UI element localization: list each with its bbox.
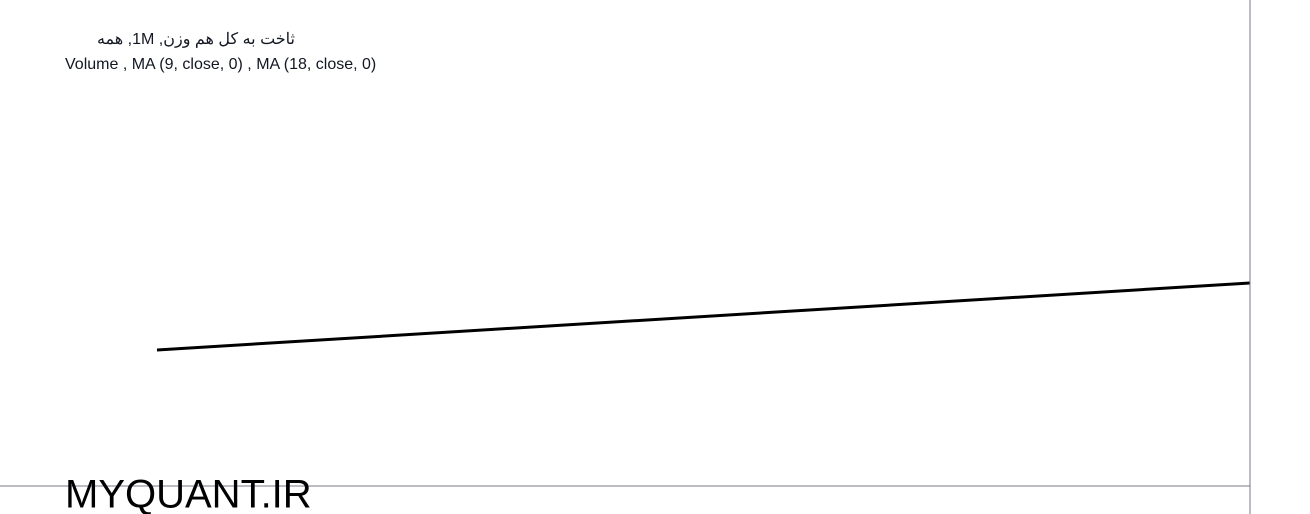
trendline [156, 281, 1251, 352]
watermark: MYQUANT.IR [65, 473, 312, 514]
legend-indicators: Volume , MA (9, close, 0) , MA (18, clos… [65, 56, 377, 73]
legend-title: ثاخت به کل هم وزن, 1M, همه [96, 31, 295, 48]
